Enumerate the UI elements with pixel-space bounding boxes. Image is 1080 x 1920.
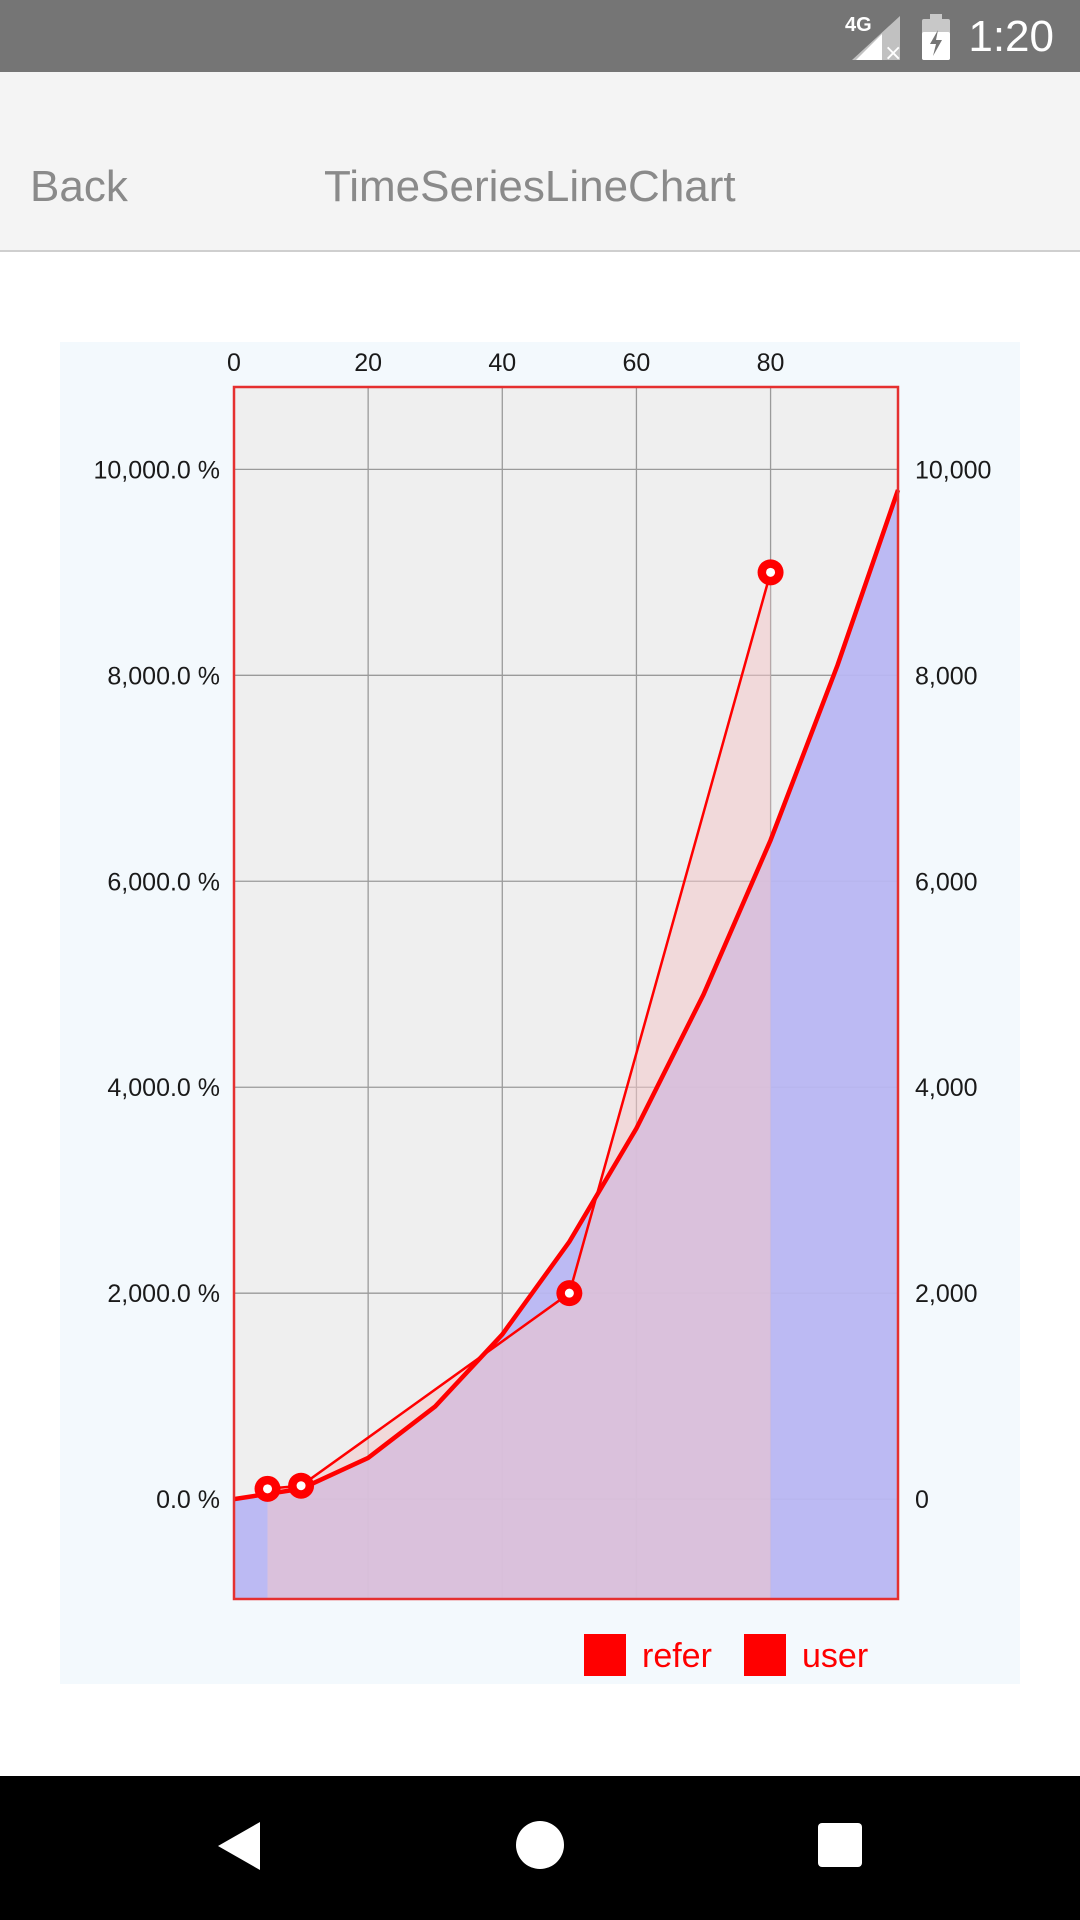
y-axis-left: 0.0 % 2,000.0 % 4,000.0 % 6,000.0 % 8,000.0 … [94,456,221,1514]
y-left-tick-label: 2,000.0 % [107,1280,220,1308]
refer-point-center [263,1484,273,1494]
refer-point-center [564,1288,574,1298]
signal-icon: × [852,16,902,66]
y-right-tick-label: 0 [915,1486,929,1514]
x-tick-label: 40 [488,349,516,377]
plot-border [232,385,900,1601]
refer-line [267,572,772,1491]
y-left-tick-label: 10,000.0 % [94,456,221,484]
legend-label-user: user [802,1637,868,1675]
y-right-tick-label: 4,000 [915,1074,978,1102]
refer-point-center [296,1481,306,1491]
legend[interactable]: refer user [584,1634,868,1676]
x-tick-label: 20 [354,349,382,377]
refer-area [267,572,771,1599]
network-type: 4G [845,14,872,36]
y-right-tick-label: 2,000 [915,1280,978,1308]
y-right-tick-label: 10,000 [915,456,991,484]
status-bar: 4G × 1:20 [0,0,1080,72]
time-series-chart[interactable]: 0 20 40 60 80 0.0 % 2,000.0 % 4,000.0 % 6,000.0… [60,342,1020,1684]
series-markers [254,559,784,1502]
series-lines [233,489,901,1502]
nav-back-icon[interactable] [216,1820,264,1877]
status-time: 1:20 [968,12,1054,61]
user-line [233,489,901,1502]
back-button[interactable]: Back [30,162,128,211]
legend-swatch-user [744,1634,786,1676]
system-nav-bar [0,1776,1080,1920]
series-fills [234,490,898,1599]
y-left-tick-label: 4,000.0 % [107,1074,220,1102]
y-right-tick-label: 8,000 [915,662,978,690]
chart-panel: 0 20 40 60 80 0.0 % 2,000.0 % 4,000.0 % 6,000.0… [60,342,1020,1684]
x-tick-label: 80 [757,349,785,377]
legend-label-refer: refer [642,1637,712,1675]
nav-header: Back TimeSeriesLineChart [0,72,1080,252]
svg-text:×: × [884,41,900,60]
battery-icon [922,14,950,65]
x-axis-top: 0 20 40 60 80 [227,349,784,377]
refer-point-center [766,567,776,577]
y-left-tick-label: 6,000.0 % [107,868,220,896]
x-tick-label: 60 [623,349,651,377]
legend-swatch-refer [584,1634,626,1676]
y-left-tick-label: 8,000.0 % [107,662,220,690]
y-left-tick-label: 0.0 % [156,1486,220,1514]
nav-recents-icon[interactable] [817,1822,863,1873]
y-right-tick-label: 6,000 [915,868,978,896]
x-tick-label: 0 [227,349,241,377]
y-axis-right: 0 2,000 4,000 6,000 8,000 10,000 [915,456,991,1514]
nav-home-icon[interactable] [515,1820,565,1875]
page-title: TimeSeriesLineChart [324,162,736,211]
